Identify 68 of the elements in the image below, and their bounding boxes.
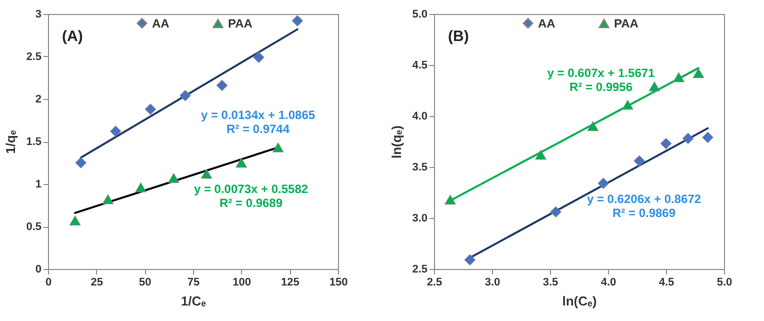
annotation: y = 0.0134x + 1.0865 R² = 0.9744	[200, 108, 316, 136]
point	[200, 168, 212, 179]
point	[253, 52, 264, 63]
y-tick-label: 0.5	[26, 221, 42, 233]
x-tick-label: 4.5	[658, 276, 674, 288]
legend-label: PAA	[614, 16, 639, 31]
point	[660, 138, 672, 150]
point	[135, 182, 146, 192]
x-tick-label: 3.0	[484, 276, 500, 288]
legend-label: PAA	[228, 16, 253, 31]
annotation: y = 0.0073x + 0.5582 R² = 0.9689	[194, 182, 308, 210]
x-tick-label: 0	[45, 276, 52, 288]
point	[144, 104, 156, 115]
point	[75, 157, 86, 168]
point	[587, 121, 598, 132]
point	[598, 178, 609, 189]
point	[292, 15, 303, 26]
point	[272, 142, 284, 152]
point	[550, 206, 562, 218]
x-tick-label: 25	[90, 276, 103, 288]
point	[702, 132, 714, 143]
x-tick-label: 3.5	[542, 276, 558, 288]
x-tick-label: 125	[280, 276, 300, 288]
point	[168, 173, 180, 183]
point	[180, 90, 191, 102]
point	[634, 155, 645, 166]
y-tick-label: 4.5	[412, 60, 428, 72]
y-tick-label: 2	[35, 94, 42, 106]
y-tick-label: 3.0	[412, 212, 428, 224]
point	[464, 254, 476, 266]
x-tick-label: 150	[329, 276, 348, 288]
point	[110, 126, 122, 137]
x-tick-label: 2.5	[426, 276, 442, 288]
text: (A)	[62, 28, 83, 45]
annotation: y = 0.607x + 1.5671 R² = 0.9956	[547, 66, 656, 94]
point	[70, 216, 81, 226]
y-tick-label: 3	[35, 8, 42, 20]
point	[673, 72, 684, 82]
y-tick-label: 0	[35, 264, 42, 276]
point	[444, 194, 456, 204]
legend-label: AA	[152, 16, 170, 30]
point	[682, 132, 694, 144]
y-tick-label: 1	[35, 178, 42, 190]
y-tick-label: 5.0	[412, 8, 428, 20]
point	[535, 150, 546, 160]
legend-label: AA	[538, 16, 556, 30]
point	[216, 80, 228, 91]
point	[236, 158, 247, 168]
y-tick-label: 4.0	[412, 110, 428, 122]
point	[648, 82, 660, 92]
point	[102, 194, 114, 204]
x-tick-label: 5.0	[716, 276, 732, 288]
y-tick-label: 2.5	[26, 51, 42, 63]
x-tick-label: 50	[139, 276, 152, 288]
x-axis-title: 1/Cₑ	[180, 294, 206, 308]
y-tick-label: 1.5	[26, 136, 42, 148]
point	[692, 68, 704, 78]
x-tick-label: 75	[187, 276, 200, 288]
x-tick-label: 4.0	[600, 276, 616, 288]
text: (B)	[448, 28, 469, 45]
x-tick-label: 100	[232, 276, 252, 288]
y-tick-label: 3.5	[412, 162, 428, 174]
x-axis-title: ln(Cₑ)	[562, 294, 597, 308]
point	[622, 100, 634, 110]
y-axis-title: ln(qₑ)	[389, 125, 404, 159]
y-axis-title: 1/qₑ	[3, 130, 18, 154]
annotation: y = 0.6206x + 0.8672 R² = 0.9869	[586, 192, 702, 220]
y-tick-label: 2.5	[412, 264, 428, 276]
